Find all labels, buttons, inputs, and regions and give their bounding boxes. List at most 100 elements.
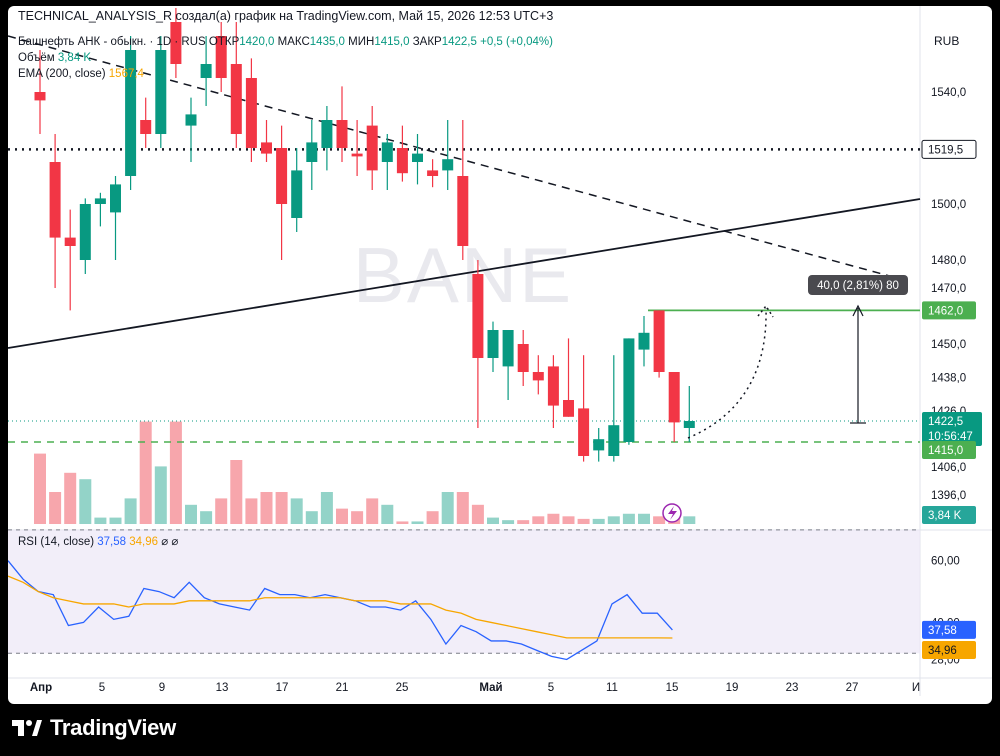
volume-bar	[577, 518, 590, 524]
volume-bar	[517, 520, 530, 524]
volume-bar	[169, 421, 182, 524]
high-value: 1435,0	[309, 36, 345, 48]
time-tick-label: 21	[336, 682, 349, 694]
time-tick-label: 23	[786, 682, 799, 694]
rsi-ma-line	[8, 575, 673, 639]
price-tick-label: 1396,0	[931, 490, 966, 502]
time-tick-label: 5	[548, 682, 554, 694]
price-tick-label: 1470,0	[931, 283, 966, 295]
volume-bar	[381, 504, 394, 524]
volume-bar	[653, 516, 666, 524]
projection-arrow-curve	[687, 307, 767, 439]
time-tick-label: 27	[846, 682, 859, 694]
volume-bar	[305, 511, 318, 524]
volume-bar	[396, 521, 409, 524]
rsi-value-tag-bg	[922, 620, 976, 639]
volume-bar	[411, 521, 424, 524]
candle-body	[593, 439, 605, 451]
volume-bar	[94, 517, 107, 524]
candle-body	[623, 338, 635, 442]
volume-bar	[607, 516, 620, 524]
candle-body	[653, 310, 665, 372]
volume-bar	[245, 498, 258, 524]
volume-label: Объём	[18, 52, 55, 64]
legend-ema-row[interactable]: EMA (200, close) 1567,4	[18, 66, 553, 82]
candle-body	[125, 50, 137, 176]
candle-body	[306, 142, 318, 162]
price-tick-label: 1438,0	[931, 373, 966, 385]
open-label: ОТКР	[208, 36, 240, 48]
volume-bar	[638, 513, 650, 524]
price-tick-label: 1450,0	[931, 339, 966, 351]
volume-bar	[230, 460, 243, 524]
candle-body	[472, 274, 484, 358]
volume-bar	[200, 511, 213, 524]
time-tick-label: И	[912, 682, 920, 694]
volume-bar	[185, 504, 197, 524]
candle-body	[321, 120, 333, 148]
volume-bar	[64, 472, 77, 524]
candle-body	[638, 332, 650, 350]
rsi-ma-tag-bg	[922, 640, 976, 659]
legend-volume-row[interactable]: Объём 3,84 K	[18, 50, 553, 66]
candle-body	[230, 64, 242, 134]
candle-body	[261, 142, 272, 154]
time-tick-label: 17	[276, 682, 289, 694]
rsi-tick-label: 60,00	[931, 556, 960, 568]
volume-bar	[562, 516, 575, 524]
volume-bar	[547, 513, 560, 524]
events-bolt-glyph	[668, 506, 677, 520]
candle-body	[487, 330, 499, 358]
time-tick-label: Май	[479, 682, 502, 694]
tradingview-brand: TradingView	[50, 715, 176, 740]
currency-label[interactable]: RUB	[934, 34, 960, 48]
volume-bar	[79, 479, 92, 524]
chart-card: BANE 40,0 (2,81%) 80 1540,0 1500,0 1480,0 147…	[8, 6, 992, 704]
volume-bar	[34, 453, 46, 524]
candle-body	[366, 125, 378, 171]
volume-bar	[456, 492, 469, 524]
footer: TradingView	[12, 714, 176, 742]
time-tick-label: 11	[606, 682, 618, 694]
ema-label: EMA (200, close)	[18, 68, 106, 80]
candle-body	[276, 148, 288, 204]
rsi-band-fill	[8, 529, 920, 654]
candle-body	[396, 148, 408, 174]
volume-bar	[154, 466, 167, 524]
volume-bar	[49, 492, 62, 524]
candle-body	[502, 330, 514, 367]
rsi-visibility-icons[interactable]: ⌀ ⌀	[161, 536, 179, 548]
candle-body	[442, 159, 454, 171]
volume-bar	[109, 517, 122, 524]
low-label: МИН	[348, 36, 375, 48]
last-price-tag: 1422,5	[928, 416, 963, 428]
time-tick-label: 25	[396, 682, 409, 694]
candle-body	[412, 153, 423, 162]
price-tick-label: 1480,0	[931, 255, 966, 267]
candle-body	[532, 372, 544, 381]
candle-body	[608, 425, 620, 456]
candle-body	[457, 176, 469, 246]
measure-arrowhead	[852, 304, 864, 317]
time-tick-label: 15	[666, 682, 679, 694]
candle-body	[155, 50, 167, 134]
volume-bar	[275, 492, 288, 524]
volume-bar	[336, 508, 348, 524]
volume-bar	[441, 492, 454, 524]
level-1415-tag: 1415,0	[928, 445, 963, 457]
rsi-ma-value: 34,96	[129, 536, 159, 548]
rsi-value: 37,58	[97, 536, 127, 548]
symbol-name[interactable]: Башнефть АНК - обыкн. · 1D · RUS	[18, 36, 206, 48]
change-value: +0,5 (+0,04%)	[480, 36, 553, 48]
candle-body	[170, 22, 182, 64]
legend: Башнефть АНК - обыкн. · 1D · RUS ОТКР142…	[18, 34, 553, 82]
volume-bar	[471, 504, 484, 524]
candle-body	[381, 142, 393, 162]
measure-label: 40,0 (2,81%) 80	[817, 280, 899, 292]
projection-arrowhead	[757, 304, 774, 318]
rsi-legend[interactable]: RSI (14, close) 37,58 34,96 ⌀ ⌀	[18, 534, 178, 548]
candle-body	[351, 153, 363, 157]
volume-tag: 3,84 K	[928, 510, 962, 522]
chart-svg[interactable]: BANE 40,0 (2,81%) 801540,01500,01480,0147…	[8, 6, 992, 704]
countdown-tag: 10:56:47	[928, 431, 973, 443]
